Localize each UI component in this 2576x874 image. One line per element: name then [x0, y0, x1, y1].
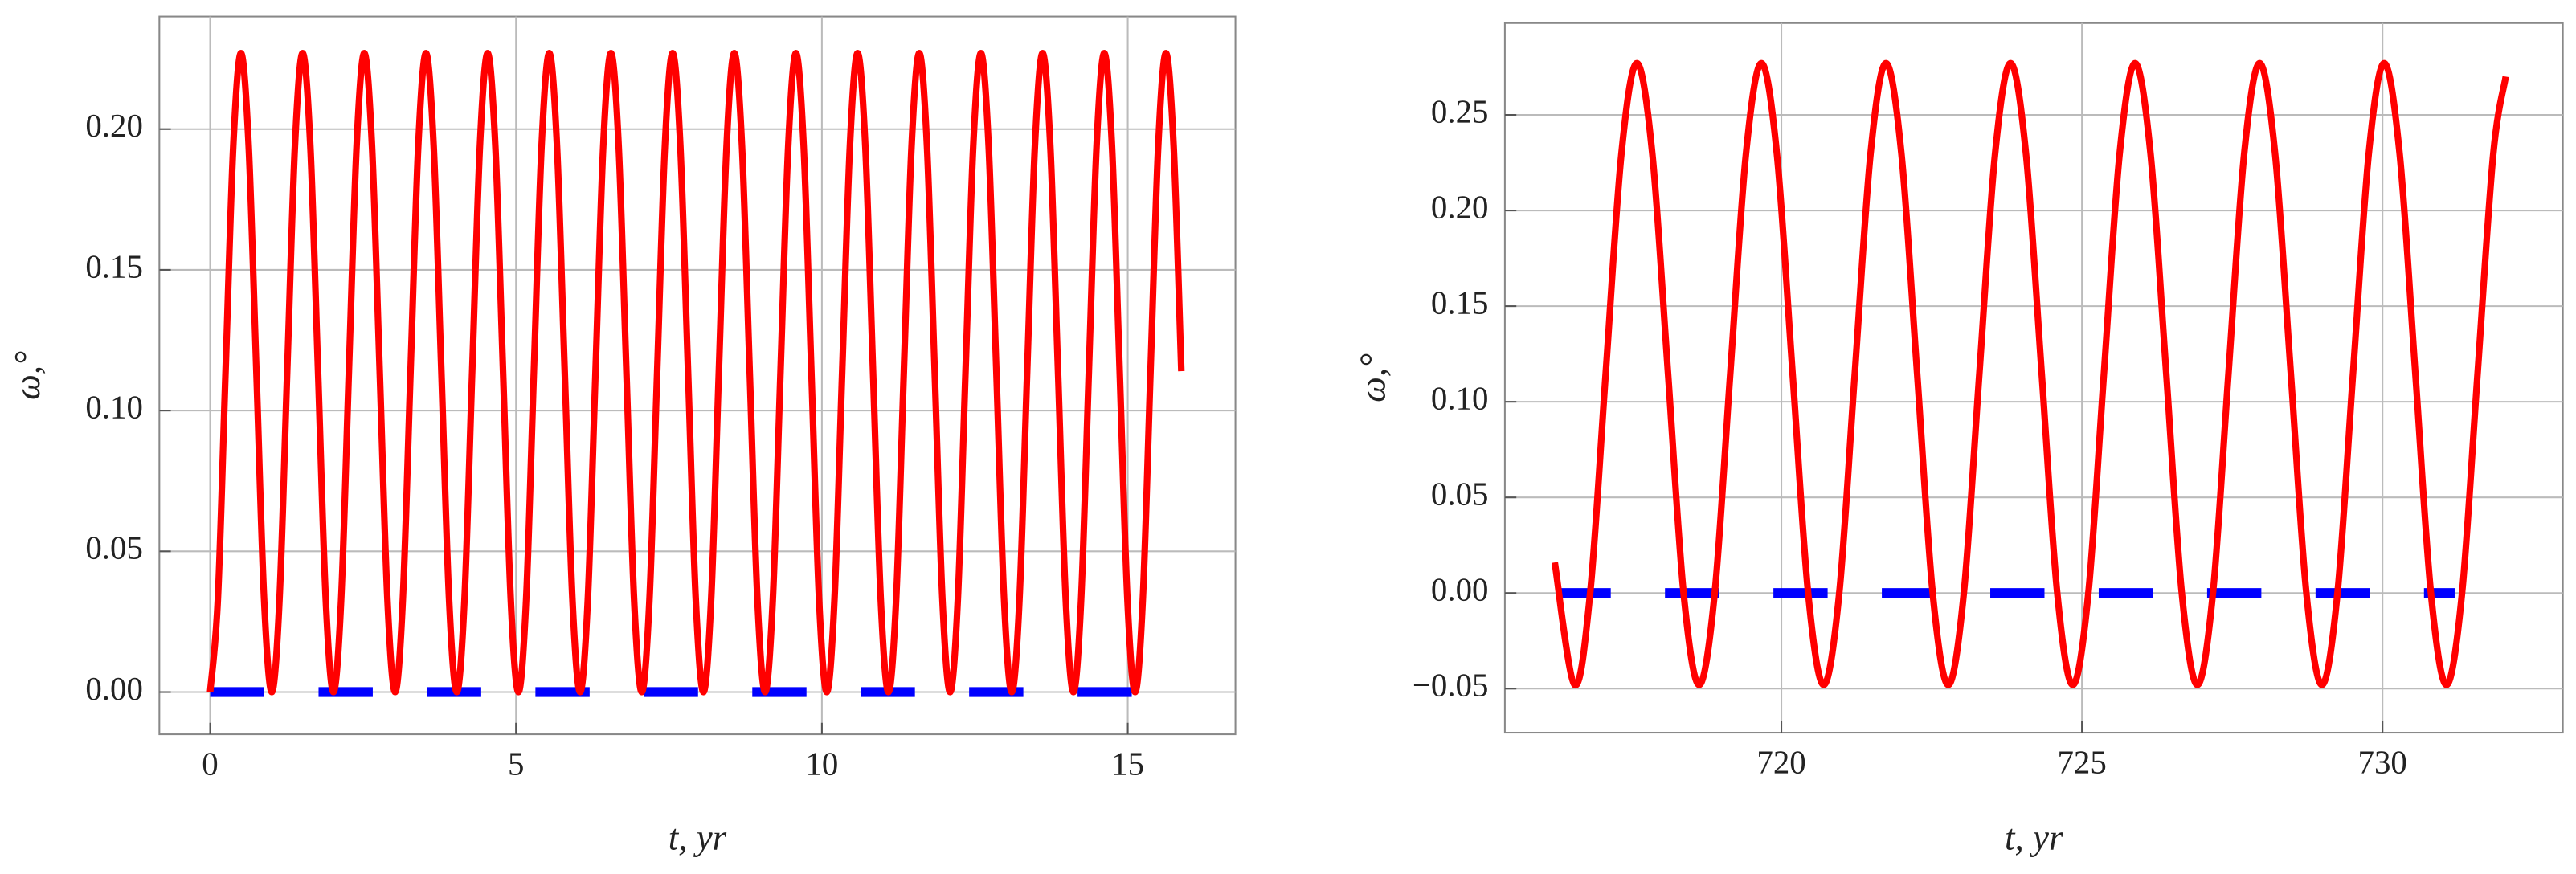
y-tick-label: 0.10: [1431, 381, 1489, 417]
x-tick-label: 720: [1756, 744, 1805, 780]
x-tick-label: 15: [1111, 745, 1144, 782]
chart-panel: −0.05 0.00 0.05 0.10 0.15 0.20 0.25 720 725 730 t,…: [1353, 22, 2564, 857]
data-line: [206, 50, 1185, 696]
y-tick-label: 0.20: [85, 108, 143, 144]
y-tick-label: 0.25: [1431, 93, 1489, 129]
y-tick-label: 0.15: [1431, 285, 1489, 321]
y-tick-label: 0.10: [85, 390, 143, 426]
x-axis-label: t, yr: [2005, 817, 2063, 857]
plot-frame: [1503, 22, 2564, 734]
data-line: [1551, 59, 2509, 688]
chart-panel: 0.00 0.05 0.10 0.15 0.20 0 5 10 15 t, yr ω,°: [7, 15, 1237, 857]
x-tick-label: 10: [805, 745, 838, 782]
y-tick-label: −0.05: [1413, 668, 1489, 704]
x-tick-label: 725: [2057, 744, 2106, 780]
y-tick-label: 0.05: [1431, 476, 1489, 513]
y-tick-label: 0.20: [1431, 189, 1489, 225]
y-axis-label: ω,°: [1353, 353, 1393, 402]
x-axis-label: t, yr: [669, 817, 727, 857]
y-tick-label: 0.00: [1431, 572, 1489, 608]
y-axis-label: ω,°: [7, 351, 47, 400]
x-tick-label: 5: [508, 745, 524, 782]
y-tick-label: 0.05: [85, 530, 143, 566]
x-tick-label: 0: [202, 745, 218, 782]
y-tick-label: 0.00: [85, 671, 143, 707]
x-tick-label: 730: [2358, 744, 2407, 780]
y-tick-label: 0.15: [85, 248, 143, 284]
